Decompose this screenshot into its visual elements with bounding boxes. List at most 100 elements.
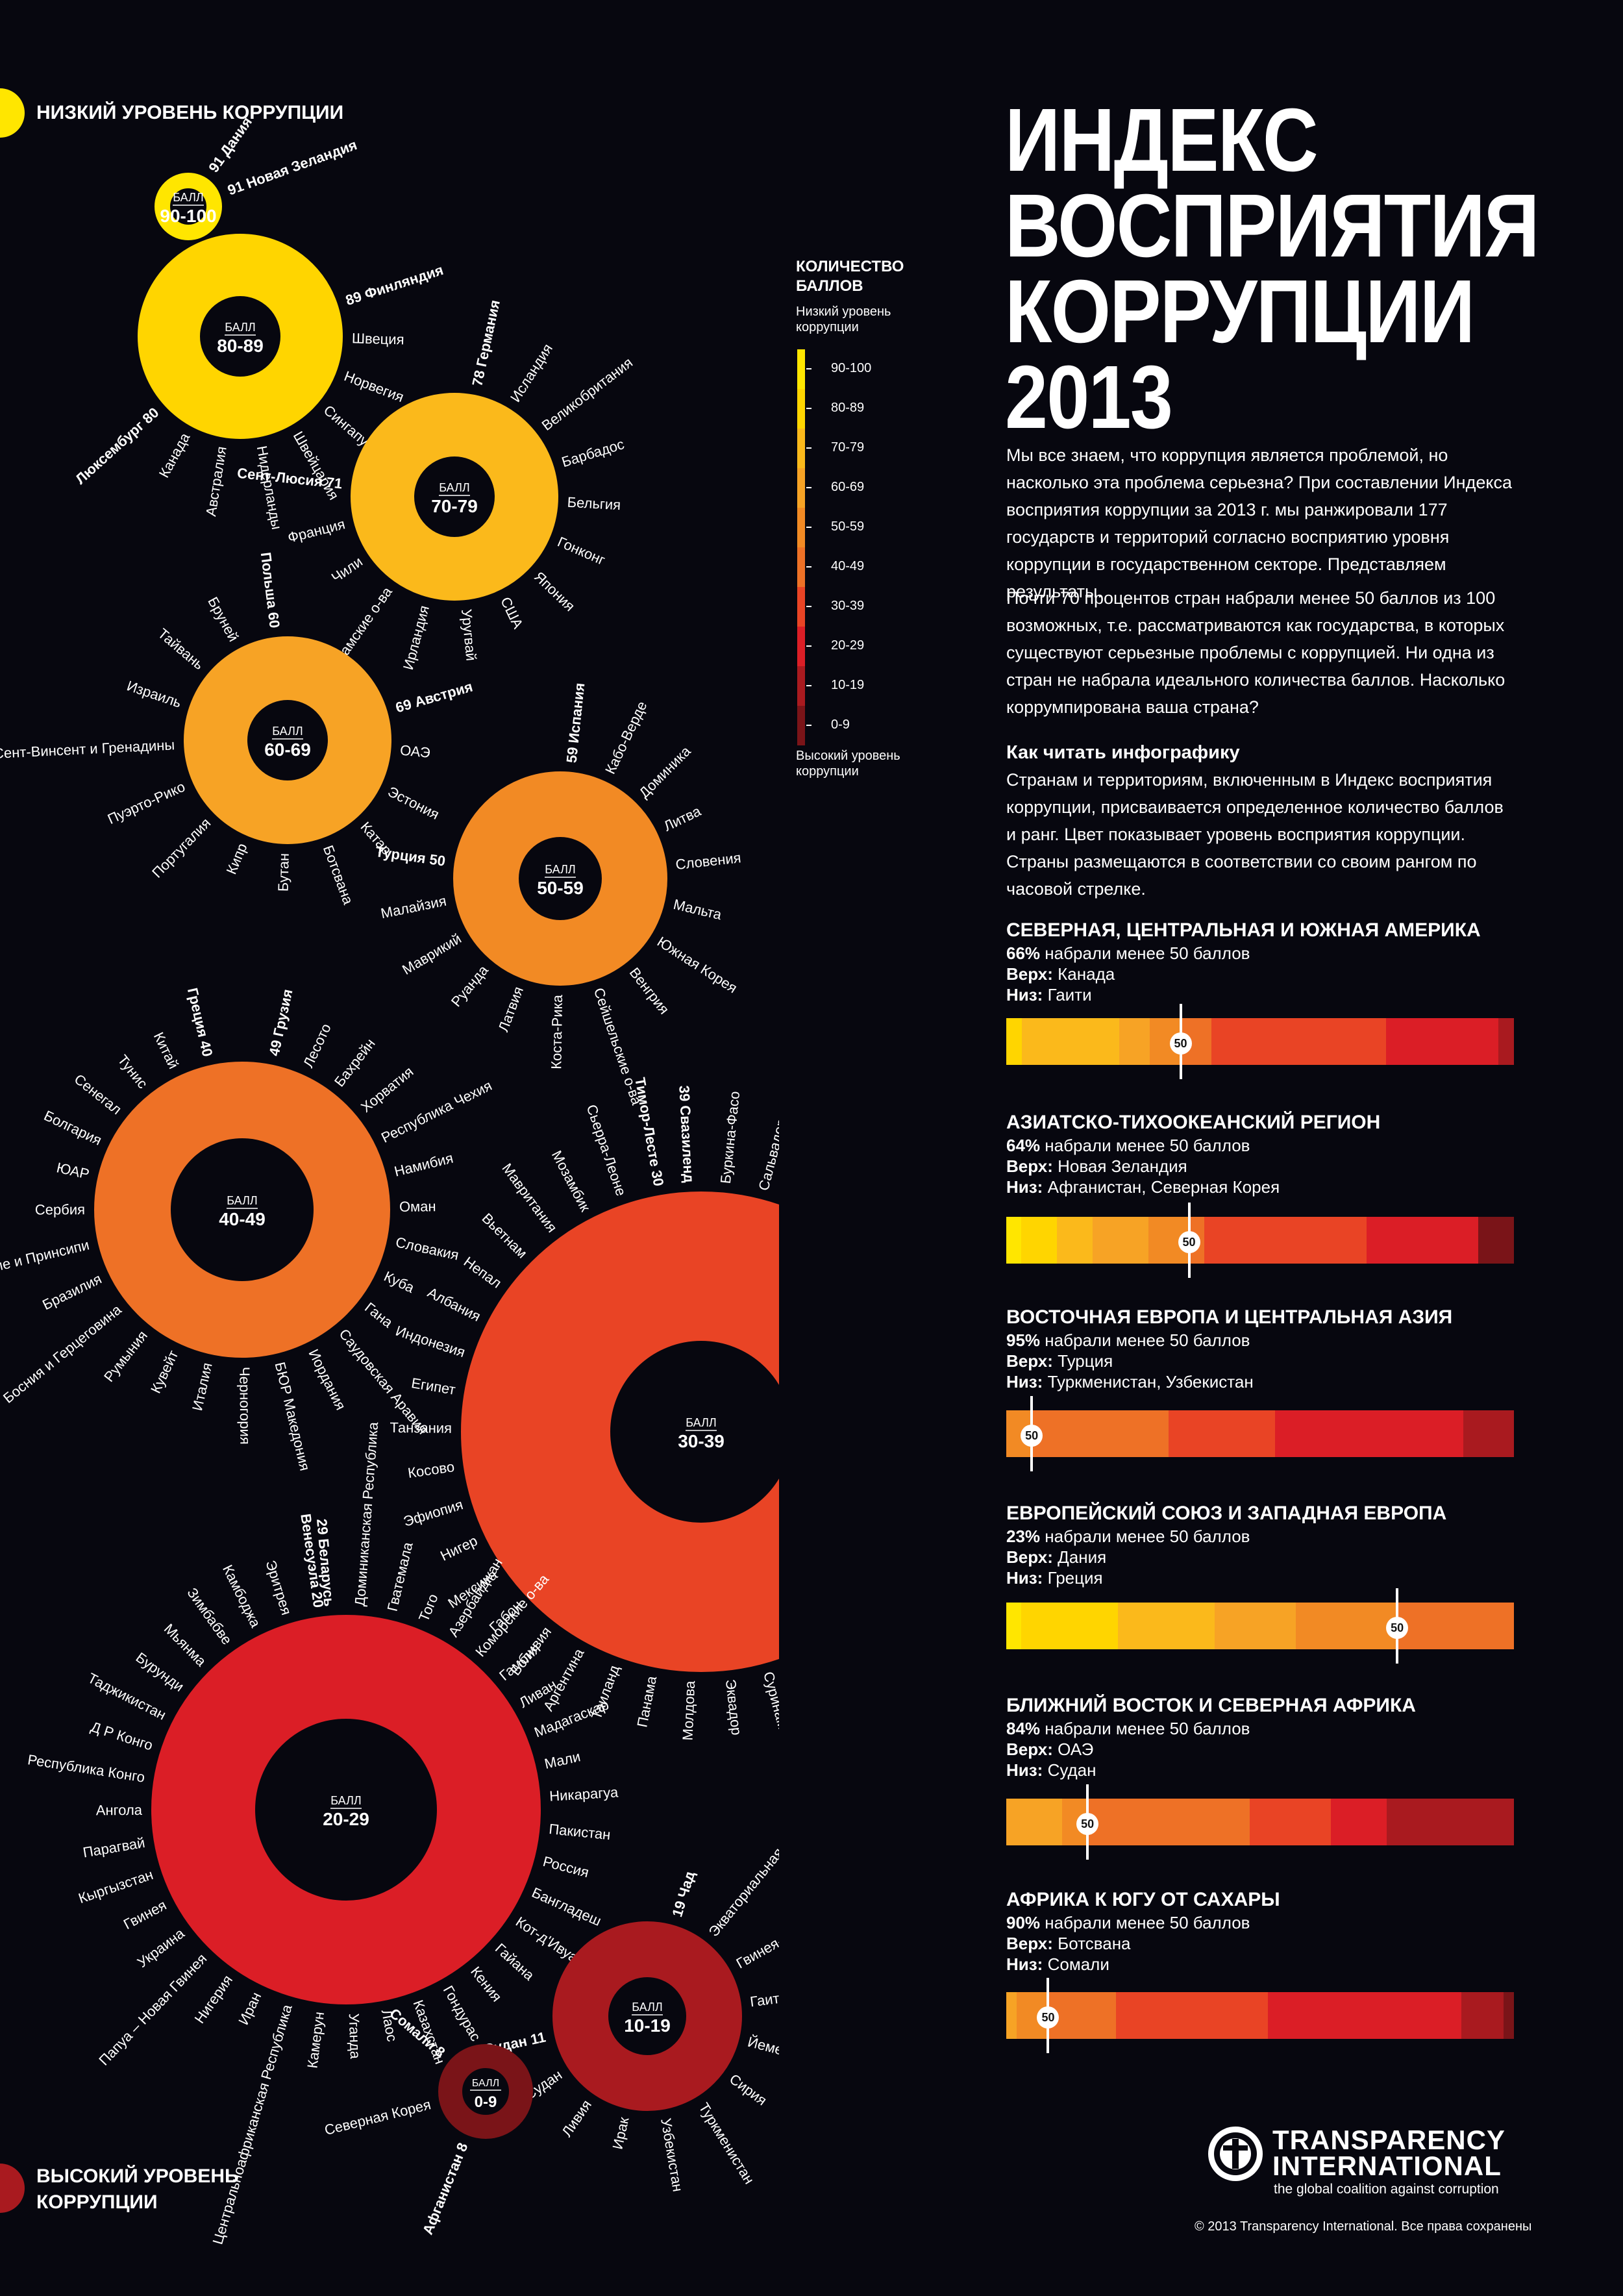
legend-bottom-label: Высокий уровень коррупции: [796, 748, 900, 779]
country-label: Румыния: [101, 1328, 151, 1385]
region-bottom-label: Низ:: [1006, 985, 1043, 1004]
region-top-value: Турция: [1058, 1351, 1113, 1371]
legend-tick: [806, 645, 812, 647]
legend-swatch-60-69: [797, 468, 805, 508]
country-label: ЮАР: [55, 1159, 91, 1182]
region-share-text: набрали менее 50 баллов: [1040, 1527, 1250, 1546]
page-title-line2: восприятия: [1005, 176, 1539, 276]
country-label: Хорватия: [358, 1064, 416, 1116]
country-label: Ботсвана: [320, 843, 357, 907]
region-top: Верх: Новая Зеландия: [1006, 1156, 1526, 1177]
country-label: Китай: [151, 1030, 182, 1071]
legend-swatch-10-19: [797, 666, 805, 706]
country-label: Бельгия: [567, 494, 621, 514]
bar-segment-10-19: [1461, 1992, 1504, 2039]
bar-marker-label: 50: [1169, 1032, 1192, 1054]
country-label: Россия: [541, 1853, 591, 1881]
donut-center-ball: БАЛЛ: [225, 321, 255, 334]
bar-marker-label: 50: [1178, 1231, 1200, 1253]
region-top: Верх: Ботсвана: [1006, 1933, 1526, 1954]
donut-ring-20-29: [151, 1615, 541, 2004]
region-top-label: Верх:: [1006, 1351, 1053, 1371]
country-label: Кабо-Верде: [602, 699, 650, 777]
legend-top-label-line1: Низкий уровень: [796, 305, 891, 319]
country-label: Великобритания: [539, 355, 636, 434]
country-label: Гондурас: [440, 1983, 484, 2044]
donut-center-ball: БАЛЛ: [686, 1416, 716, 1429]
region-share-percent: 23%: [1006, 1527, 1041, 1546]
legend-range-label: 10-19: [831, 678, 865, 692]
country-label: Нигер: [438, 1532, 480, 1564]
country-label: Греция 40: [184, 986, 216, 1058]
country-label: Мавритания: [499, 1160, 560, 1236]
legend-scale: 90-100 80-89 70-79 60-69 50-59 40-49 30-39 20-2…: [797, 349, 871, 745]
country-label: Гана: [362, 1299, 396, 1331]
bar-segment-80-89: [1021, 1217, 1058, 1264]
region-top: Верх: Канада: [1006, 964, 1526, 984]
donut-center-ball: БАЛЛ: [272, 725, 303, 738]
country-label: Бурунди: [133, 1649, 187, 1695]
country-label: Эритрея: [262, 1558, 295, 1617]
country-label: Гвинея: [121, 1897, 169, 1932]
country-label: БЮР Македония: [271, 1360, 313, 1472]
region-score-bar: 50: [1006, 1203, 1514, 1278]
region-top-value: Канада: [1058, 964, 1115, 984]
donut-ring-50-59: [453, 771, 667, 986]
bar-segment-60-69: [1006, 1799, 1063, 1845]
legend-top-label-line2: коррупции: [796, 320, 859, 334]
bar-segment-20-29: [1385, 1018, 1499, 1065]
country-label: Норвегия: [342, 368, 406, 405]
region-share: 95% набрали менее 50 баллов: [1006, 1330, 1526, 1351]
region-share-percent: 95%: [1006, 1330, 1041, 1350]
bar-segment-40-49: [1087, 1799, 1250, 1845]
bar-segment-90-100: [1006, 1603, 1022, 1649]
country-label: Италия: [189, 1361, 216, 1412]
country-label: Барбадос: [560, 436, 626, 470]
donut-center-ball: БАЛЛ: [632, 2001, 662, 2014]
country-label: Тунис: [114, 1052, 151, 1092]
bar-segment-50-59: [1295, 1603, 1398, 1649]
region-top-value: ОАЭ: [1058, 1740, 1094, 1759]
region-title: СЕВЕРНАЯ, ЦЕНТРАЛЬНАЯ И ЮЖНАЯ АМЕРИКА: [1006, 919, 1481, 941]
country-label: 59 Испания: [564, 682, 588, 764]
country-label: Босния и Герцеговина: [0, 1301, 125, 1406]
bar-segment-70-79: [1021, 1018, 1119, 1065]
region-share: 90% набрали менее 50 баллов: [1006, 1912, 1526, 1933]
bar-segment-30-39: [1204, 1217, 1367, 1264]
legend-bottom-label-line1: Высокий уровень: [796, 749, 900, 763]
country-label: Бразилия: [40, 1271, 104, 1314]
country-label: Лесото: [300, 1021, 334, 1070]
country-label: 39 Свазиленд: [676, 1085, 697, 1183]
bar-segment-10-19: [1498, 1018, 1514, 1065]
region-bottom-label: Низ:: [1006, 1177, 1043, 1197]
donut-center-range: 80-89: [217, 336, 264, 356]
donut-ring-60-69: [184, 636, 391, 844]
country-label: Камбоджа: [219, 1562, 264, 1630]
donut-ring-40-49: [94, 1062, 390, 1358]
bar-segment-40-49: [1032, 1410, 1169, 1457]
legend-bottom-label-line2: коррупции: [796, 764, 859, 779]
region-block: БЛИЖНИЙ ВОСТОК И СЕВЕРНАЯ АФРИКА 84% набр…: [1006, 1693, 1526, 1780]
donut-ring-80-89: [138, 234, 343, 439]
country-label: Ангола: [96, 1802, 143, 1819]
country-label: Малайзия: [379, 893, 447, 922]
region-bottom-value: Афганистан, Северная Корея: [1047, 1177, 1280, 1197]
region-bottom-value: Судан: [1047, 1760, 1096, 1780]
country-label: Швейцария: [290, 429, 342, 503]
country-label: ОАЭ: [399, 742, 431, 760]
country-label: Сербия: [35, 1201, 85, 1217]
region-top-value: Дания: [1058, 1547, 1107, 1567]
region-score-bar: 50: [1006, 1588, 1514, 1664]
region-bottom-label: Низ:: [1006, 1954, 1043, 1974]
country-label: Мьянма: [161, 1621, 210, 1670]
bar-segment-30-39: [1169, 1410, 1276, 1457]
copyright: © 2013 Transparency International. Все п…: [1195, 2219, 1532, 2234]
donut-center-ball: БАЛЛ: [330, 1794, 361, 1807]
region-bottom-label: Низ:: [1006, 1760, 1043, 1780]
bar-segment-70-79: [1118, 1603, 1215, 1649]
country-label: Сенегал: [71, 1071, 125, 1117]
legend-range-label: 40-49: [831, 559, 865, 573]
country-label: 89 Финляндия: [343, 262, 445, 308]
country-label: Туркменистан: [695, 2100, 757, 2187]
legend-range-label: 70-79: [831, 440, 865, 455]
